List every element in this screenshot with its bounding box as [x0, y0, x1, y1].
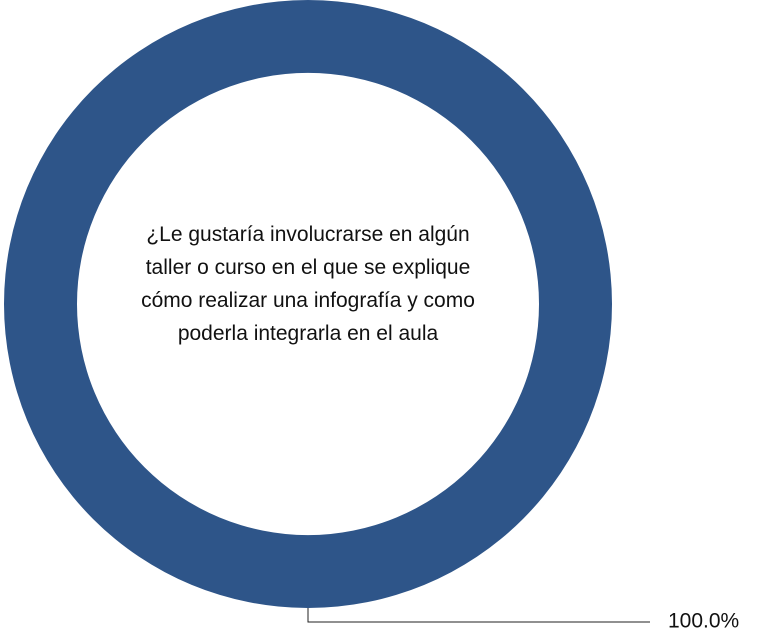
leader-line [307, 608, 650, 623]
chart-title: ¿Le gustaría involucrarse en algún talle… [141, 223, 475, 345]
value-label: 100.0% [668, 610, 739, 633]
